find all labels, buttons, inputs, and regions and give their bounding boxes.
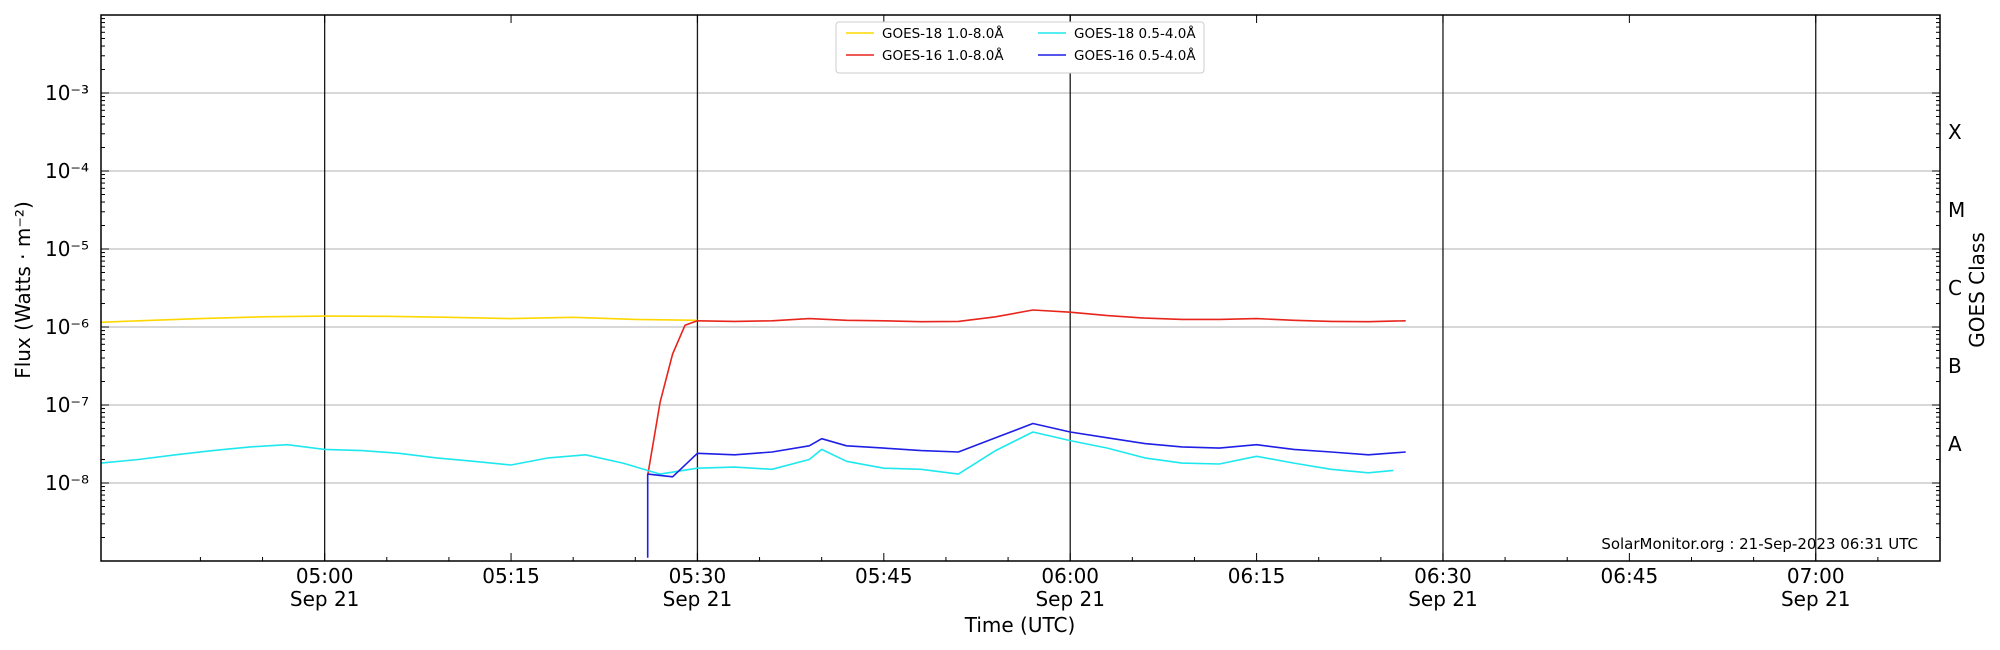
legend-label: GOES-18 1.0-8.0Å [882, 25, 1004, 42]
x-tick-label: 05:15 [482, 564, 540, 588]
goes-class-labels: A B C M X [1948, 120, 1965, 456]
series-line-2 [646, 309, 1406, 476]
credit-text: SolarMonitor.org : 21-Sep-2023 06:31 UTC [1601, 535, 1918, 553]
x-tick-date-label: Sep 21 [1781, 587, 1851, 611]
x-tick-label: 06:45 [1601, 564, 1659, 588]
legend-box [835, 21, 1205, 74]
y-tick-label: 10⁻⁷ [45, 393, 89, 417]
x-tick-date-label: Sep 21 [290, 587, 360, 611]
x-axis-title: Time (UTC) [964, 613, 1076, 637]
x-tick-label: 06:30 [1414, 564, 1472, 588]
x-tick-label: 05:45 [855, 564, 913, 588]
y-tick-label: 10⁻⁵ [45, 237, 89, 261]
goes-class-label: A [1948, 432, 1962, 456]
y-tick-label: 10⁻⁸ [45, 471, 89, 495]
x-tick-label: 06:15 [1228, 564, 1286, 588]
day-hour-lines [324, 15, 1817, 561]
goes-class-label: C [1948, 276, 1962, 300]
grid-lines [101, 92, 1940, 484]
y-tick-label: 10⁻⁶ [45, 315, 89, 339]
x-tick-label: 05:00 [296, 564, 354, 588]
x-tick-label: 05:30 [669, 564, 727, 588]
series-line-1 [100, 315, 698, 324]
plot-frame [100, 14, 1941, 562]
y-axis-title: Flux (Watts · m⁻²) [11, 201, 35, 379]
legend-label: GOES-16 1.0-8.0Å [882, 47, 1004, 64]
x-tick-label: 07:00 [1787, 564, 1845, 588]
y-tick-label: 10⁻⁴ [45, 159, 89, 183]
goes-class-label: B [1948, 354, 1962, 378]
y-tick-labels: 10⁻⁸ 10⁻⁷ 10⁻⁶ 10⁻⁵ 10⁻⁴ 10⁻³ [45, 81, 89, 495]
x-tick-date-label: Sep 21 [663, 587, 733, 611]
goes-class-label: X [1948, 120, 1962, 144]
series-line-4 [646, 422, 1406, 558]
legend-label: GOES-16 0.5-4.0Å [1074, 47, 1196, 64]
legend-label: GOES-18 0.5-4.0Å [1074, 25, 1196, 42]
x-tick-date-label: Sep 21 [1408, 587, 1478, 611]
y-tick-label: 10⁻³ [45, 81, 89, 105]
y2-axis-title: GOES Class [1965, 232, 1989, 348]
data-series [100, 309, 1406, 558]
goes-class-label: M [1948, 198, 1965, 222]
legend: GOES-18 1.0-8.0Å GOES-16 1.0-8.0Å GOES-18 … [835, 21, 1205, 74]
series-line-3 [100, 431, 1394, 475]
axis-ticks [101, 15, 1941, 562]
x-tick-label: 06:00 [1041, 564, 1099, 588]
x-tick-date-label: Sep 21 [1035, 587, 1105, 611]
